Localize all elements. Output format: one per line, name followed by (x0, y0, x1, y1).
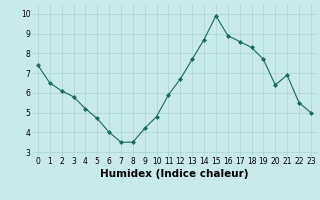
X-axis label: Humidex (Indice chaleur): Humidex (Indice chaleur) (100, 169, 249, 179)
